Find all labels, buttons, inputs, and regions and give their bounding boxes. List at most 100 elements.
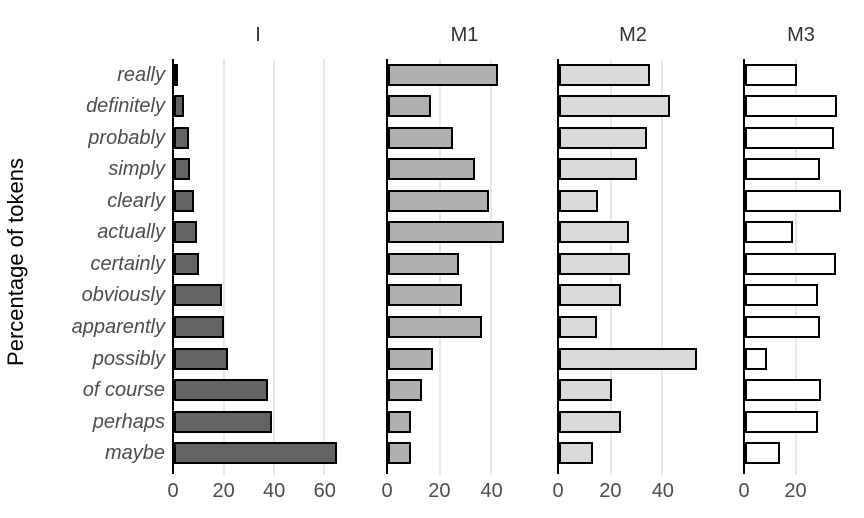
bar-M2-possibly (559, 347, 698, 370)
bar-row (559, 437, 709, 469)
bar-row (745, 217, 859, 249)
bar-row (745, 437, 859, 469)
category-labels: really definitely probably simply clearly act… (0, 59, 172, 469)
bar-row (745, 59, 859, 91)
category-label: maybe (104, 442, 165, 465)
bar-row (388, 280, 543, 312)
bar-M1-clearly (388, 189, 489, 212)
bar-row (745, 374, 859, 406)
x-tick-label: 40 (480, 480, 503, 502)
bar-row (559, 122, 709, 154)
bar-row (745, 185, 859, 217)
category-label: of course (82, 379, 165, 402)
bar-M2-actually (559, 221, 629, 244)
bar-row (174, 217, 344, 249)
bar-I-probably (174, 126, 189, 149)
facet-panel-M3: M3 0 20 (738, 2, 859, 517)
bar-row (745, 248, 859, 280)
gridline (322, 59, 325, 475)
bar-row (388, 343, 543, 375)
panel-plot-area (386, 59, 543, 475)
x-tick-label: 60 (313, 480, 336, 502)
bar-row (745, 122, 859, 154)
category-label: actually (97, 221, 165, 244)
bar-row (174, 311, 344, 343)
bar-M1-simply (388, 158, 475, 181)
axis-header-spacer (0, 2, 172, 59)
bar-row (745, 154, 859, 186)
gridline (272, 59, 275, 475)
bar-M3-clearly (745, 189, 842, 212)
category-label: really (117, 63, 165, 86)
bar-row (559, 374, 709, 406)
bar-M3-possibly (745, 347, 767, 370)
bar-row (559, 154, 709, 186)
bar-row (174, 343, 344, 375)
bar-M3-probably (745, 126, 834, 149)
panel-plot-area (557, 59, 709, 475)
bar-row (559, 343, 709, 375)
bar-row (174, 248, 344, 280)
bar-M1-apparently (388, 316, 483, 339)
bar-row (174, 59, 344, 91)
panel-title: I (255, 24, 261, 46)
bar-M1-of-course (388, 379, 422, 402)
bar-row (559, 311, 709, 343)
category-label: simply (108, 158, 165, 181)
bar-M1-obviously (388, 284, 462, 307)
category-label: probably (88, 126, 165, 149)
bar-M2-really (559, 63, 650, 86)
gridline (490, 59, 493, 475)
bar-I-maybe (174, 442, 337, 465)
bar-row (388, 185, 543, 217)
panel-plot-area (743, 59, 859, 475)
bar-row (559, 406, 709, 438)
category-label: possibly (92, 347, 165, 370)
panel-title: M1 (450, 24, 479, 46)
bar-M3-definitely (745, 95, 838, 118)
bar-row (745, 406, 859, 438)
bar-row (559, 217, 709, 249)
bar-M3-simply (745, 158, 820, 181)
bar-M2-obviously (559, 284, 622, 307)
bar-I-possibly (174, 347, 228, 370)
x-tick-label: 40 (651, 480, 674, 502)
bar-row (559, 248, 709, 280)
bar-I-of-course (174, 379, 268, 402)
gridline (661, 59, 664, 475)
bar-M2-apparently (559, 316, 597, 339)
bar-row (559, 280, 709, 312)
category-label: certainly (90, 252, 165, 275)
bar-M3-of-course (745, 379, 821, 402)
gridline (222, 59, 225, 475)
bar-row (174, 280, 344, 312)
x-axis-ticks: 0 20 (738, 469, 859, 517)
bar-row (745, 343, 859, 375)
bar-row (388, 311, 543, 343)
bar-row (388, 59, 543, 91)
bar-M1-probably (388, 126, 453, 149)
bar-I-apparently (174, 316, 224, 339)
x-tick-label: 20 (784, 480, 807, 502)
bar-I-actually (174, 221, 197, 244)
bar-row (745, 311, 859, 343)
bar-row (388, 217, 543, 249)
bar-M3-perhaps (745, 410, 819, 433)
category-label: apparently (71, 316, 165, 339)
bar-M1-perhaps (388, 410, 412, 433)
bar-M3-maybe (745, 442, 781, 465)
bar-row (174, 185, 344, 217)
bar-row (174, 91, 344, 123)
bar-I-definitely (174, 95, 184, 118)
bar-row (174, 154, 344, 186)
bar-row (388, 91, 543, 123)
bar-M2-probably (559, 126, 647, 149)
category-label: clearly (107, 189, 165, 212)
panel-plot-area (172, 59, 344, 475)
bar-row (388, 406, 543, 438)
facet-panel-M1: M1 0 20 40 (381, 2, 543, 517)
bar-M3-actually (745, 221, 794, 244)
x-tick-label: 0 (381, 480, 393, 502)
